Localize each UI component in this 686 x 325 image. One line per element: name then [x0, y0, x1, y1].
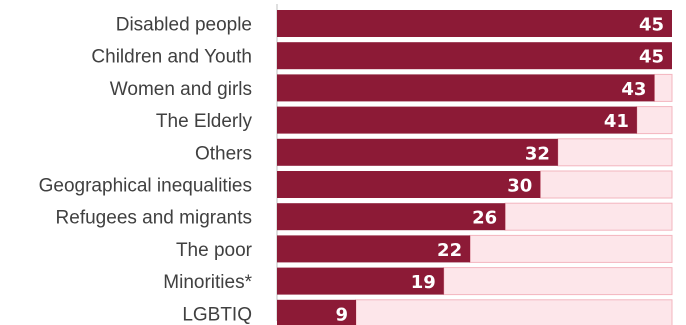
bar-remainder: [355, 299, 673, 325]
value-label: 45: [639, 47, 664, 68]
bar-remainder: [469, 234, 673, 263]
value-label: 43: [621, 79, 646, 100]
value-label: 41: [604, 111, 629, 132]
value-label: 19: [411, 272, 436, 293]
category-label: Disabled people: [116, 15, 252, 36]
bar: [277, 10, 672, 37]
bar: [277, 106, 637, 134]
bar-remainder: [443, 267, 673, 296]
bar: [277, 203, 506, 231]
value-label: 45: [639, 15, 664, 36]
bar: [277, 171, 541, 198]
bar-remainder: [636, 106, 673, 135]
bar-remainder: [539, 170, 673, 199]
bar: [277, 235, 471, 263]
bar: [277, 138, 558, 166]
bar: [277, 299, 356, 325]
category-label: Others: [195, 143, 252, 164]
category-label: Refugees and migrants: [56, 208, 252, 229]
category-label: The poor: [176, 240, 253, 261]
value-label: 9: [335, 304, 348, 325]
category-label: Women and girls: [110, 79, 252, 100]
value-label: 26: [472, 208, 497, 229]
bar-remainder: [504, 202, 673, 231]
category-label: The Elderly: [156, 111, 253, 132]
category-label: LGBTIQ: [182, 304, 252, 325]
category-label: Geographical inequalities: [39, 176, 252, 197]
value-label: 22: [437, 240, 462, 261]
bar-remainder: [557, 138, 673, 167]
bar: [277, 42, 672, 70]
value-label: 32: [525, 143, 550, 164]
bar-remainder: [653, 73, 673, 102]
category-label: Children and Youth: [91, 47, 252, 68]
bar: [277, 74, 655, 102]
bar: [277, 267, 444, 295]
value-label: 30: [507, 176, 532, 197]
category-label: Minorities*: [163, 272, 252, 293]
